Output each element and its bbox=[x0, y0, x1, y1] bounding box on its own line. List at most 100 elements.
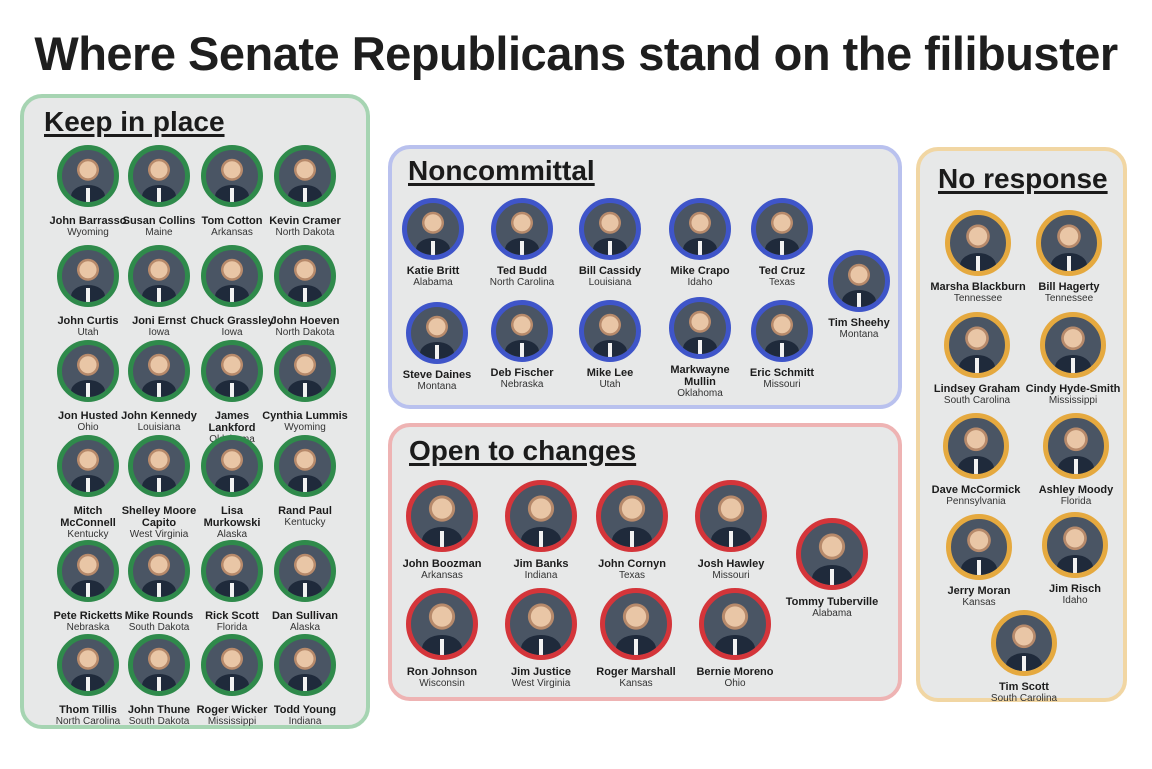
senator-card: Eric Schmitt Missouri bbox=[734, 300, 830, 402]
senator-card: Jim Banks Indiana bbox=[493, 480, 589, 592]
senator-name: Markwayne Mullin bbox=[670, 364, 730, 388]
senator-card: Steve Daines Montana bbox=[389, 302, 485, 404]
senator-name: John Cornyn bbox=[598, 558, 666, 570]
senator-portrait bbox=[201, 540, 263, 602]
senator-card: Bill Hagerty Tennessee bbox=[1021, 210, 1117, 316]
senator-card: Lisa Murkowski Alaska bbox=[184, 435, 280, 540]
senator-portrait bbox=[796, 518, 868, 590]
senator-portrait bbox=[1036, 210, 1102, 276]
senator-portrait bbox=[946, 514, 1012, 580]
senator-card: Marsha Blackburn Tennessee bbox=[930, 210, 1026, 316]
senator-card: Jerry Moran Kansas bbox=[931, 514, 1027, 620]
senator-name: James Lankford bbox=[208, 410, 256, 434]
senator-name: Katie Britt bbox=[406, 265, 460, 277]
senator-card: Rand Paul Kentucky bbox=[257, 435, 353, 537]
senator-state: Wyoming bbox=[284, 422, 326, 433]
page-title: Where Senate Republicans stand on the fi… bbox=[34, 27, 1118, 80]
senator-state: Indiana bbox=[288, 716, 322, 727]
senator-state: North Dakota bbox=[275, 327, 335, 338]
senator-name: John Barrasso bbox=[49, 215, 127, 227]
senator-card: Shelley Moore Capito West Virginia bbox=[111, 435, 207, 540]
senator-portrait bbox=[402, 198, 464, 260]
senator-state: Mississippi bbox=[1048, 395, 1098, 406]
senator-name: Lisa Murkowski bbox=[203, 505, 261, 529]
senator-name: Mike Rounds bbox=[124, 610, 194, 622]
senator-portrait bbox=[57, 435, 119, 497]
senator-state: Montana bbox=[839, 329, 879, 340]
senator-name: Ted Cruz bbox=[758, 265, 806, 277]
senator-card: Ted Budd North Carolina bbox=[474, 198, 570, 300]
senator-card: John Barrasso Wyoming bbox=[40, 145, 136, 247]
senator-state: Wisconsin bbox=[419, 678, 465, 689]
senator-name: Tommy Tuberville bbox=[785, 596, 879, 608]
senator-name: Thom Tillis bbox=[59, 704, 117, 716]
senator-name: Tom Cotton bbox=[201, 215, 263, 227]
senator-state: Maine bbox=[145, 227, 173, 238]
senator-state: Tennessee bbox=[1044, 293, 1094, 304]
senator-portrait bbox=[201, 145, 263, 207]
senator-state: Missouri bbox=[763, 379, 801, 390]
senator-name: Susan Collins bbox=[122, 215, 196, 227]
senator-name: Deb Fischer bbox=[490, 367, 554, 379]
senator-state: South Dakota bbox=[128, 622, 190, 633]
noncommittal-panel bbox=[388, 145, 902, 409]
senator-card: Katie Britt Alabama bbox=[385, 198, 481, 300]
senator-name: Bernie Moreno bbox=[696, 666, 774, 678]
senator-portrait bbox=[491, 300, 553, 362]
senator-portrait bbox=[201, 634, 263, 696]
senator-portrait bbox=[128, 435, 190, 497]
senator-card: Mike Rounds South Dakota bbox=[111, 540, 207, 642]
senator-portrait bbox=[669, 198, 731, 260]
senator-portrait bbox=[128, 634, 190, 696]
senator-portrait bbox=[128, 245, 190, 307]
senator-card: Susan Collins Maine bbox=[111, 145, 207, 247]
senator-portrait bbox=[945, 210, 1011, 276]
senator-name: Eric Schmitt bbox=[749, 367, 815, 379]
senator-card: John Boozman Arkansas bbox=[394, 480, 490, 592]
senator-name: Dan Sullivan bbox=[271, 610, 339, 622]
no-response-heading: No response bbox=[938, 163, 1108, 194]
senator-card: Tim Sheehy Montana bbox=[811, 250, 907, 352]
senator-name: Josh Hawley bbox=[697, 558, 765, 570]
senator-portrait bbox=[600, 588, 672, 660]
senator-name: Rick Scott bbox=[205, 610, 259, 622]
senator-portrait bbox=[274, 245, 336, 307]
senator-name: Jon Husted bbox=[58, 410, 118, 422]
senator-card: Roger Wicker Mississippi bbox=[184, 634, 280, 736]
senator-card: Joni Ernst Iowa bbox=[111, 245, 207, 347]
senator-card: John Curtis Utah bbox=[40, 245, 136, 347]
senator-portrait bbox=[274, 340, 336, 402]
senator-name: Lindsey Graham bbox=[933, 383, 1021, 395]
senator-portrait bbox=[491, 198, 553, 260]
senator-portrait bbox=[695, 480, 767, 552]
senator-card: Markwayne Mullin Oklahoma bbox=[652, 297, 748, 399]
senator-card: Dan Sullivan Alaska bbox=[257, 540, 353, 642]
senator-card: Deb Fischer Nebraska bbox=[474, 300, 570, 402]
senator-card: Mike Crapo Idaho bbox=[652, 198, 748, 300]
senator-name: Cindy Hyde-Smith bbox=[1025, 383, 1121, 395]
senator-name: Cynthia Lummis bbox=[262, 410, 348, 422]
senator-state: North Carolina bbox=[55, 716, 121, 727]
open-heading: Open to changes bbox=[409, 435, 637, 466]
senator-name: Kevin Cramer bbox=[269, 215, 341, 227]
senator-card: Bill Cassidy Louisiana bbox=[562, 198, 658, 300]
senator-name: Jim Banks bbox=[513, 558, 569, 570]
senator-state: Pennsylvania bbox=[946, 496, 1006, 507]
senator-portrait bbox=[128, 540, 190, 602]
senator-state: South Carolina bbox=[990, 693, 1058, 704]
senator-name: Roger Marshall bbox=[596, 666, 676, 678]
senator-portrait bbox=[57, 540, 119, 602]
senator-card: Tim Scott South Carolina bbox=[976, 610, 1072, 716]
senator-name: Shelley Moore Capito bbox=[121, 505, 197, 529]
senator-name: Ashley Moody bbox=[1038, 484, 1114, 496]
senator-portrait bbox=[128, 145, 190, 207]
senator-card: Jon Husted Ohio bbox=[40, 340, 136, 442]
senator-portrait bbox=[1042, 512, 1108, 578]
senator-portrait bbox=[57, 634, 119, 696]
senator-card: Dave McCormick Pennsylvania bbox=[928, 413, 1024, 519]
senator-name: Jim Risch bbox=[1049, 583, 1101, 595]
senator-card: John Thune South Dakota bbox=[111, 634, 207, 736]
senator-name: Mike Crapo bbox=[670, 265, 730, 277]
senator-state: Nebraska bbox=[66, 622, 110, 633]
senator-card: Jim Risch Idaho bbox=[1027, 512, 1123, 618]
